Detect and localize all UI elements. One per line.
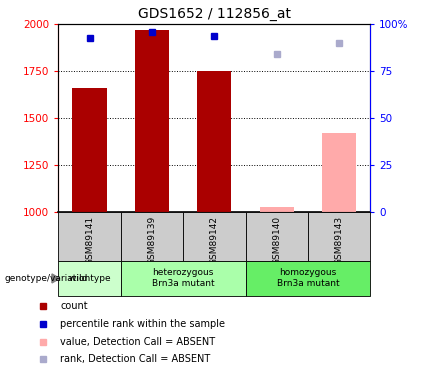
Text: GSM89141: GSM89141 xyxy=(85,216,94,265)
Text: value, Detection Call = ABSENT: value, Detection Call = ABSENT xyxy=(60,337,215,346)
Text: genotype/variation: genotype/variation xyxy=(4,274,90,283)
Bar xyxy=(197,71,232,212)
Bar xyxy=(308,212,370,261)
Text: GSM89139: GSM89139 xyxy=(148,216,156,265)
Text: rank, Detection Call = ABSENT: rank, Detection Call = ABSENT xyxy=(60,354,210,364)
Bar xyxy=(121,212,183,261)
Text: GSM89140: GSM89140 xyxy=(272,216,281,265)
Bar xyxy=(58,261,121,296)
Bar xyxy=(322,133,356,212)
Bar xyxy=(183,212,246,261)
Text: heterozygous
Brn3a mutant: heterozygous Brn3a mutant xyxy=(152,268,214,288)
Text: GSM89142: GSM89142 xyxy=(210,216,219,265)
Title: GDS1652 / 112856_at: GDS1652 / 112856_at xyxy=(138,7,291,21)
Bar xyxy=(246,212,308,261)
Bar xyxy=(246,261,370,296)
Bar xyxy=(58,212,121,261)
Text: percentile rank within the sample: percentile rank within the sample xyxy=(60,319,225,329)
Bar xyxy=(72,88,107,212)
Bar xyxy=(121,261,246,296)
Bar xyxy=(259,207,294,212)
Text: wild type: wild type xyxy=(69,274,110,283)
Text: GSM89143: GSM89143 xyxy=(335,216,343,265)
Bar xyxy=(135,30,169,212)
Text: count: count xyxy=(60,301,88,311)
Polygon shape xyxy=(52,274,60,283)
Text: homozygous
Brn3a mutant: homozygous Brn3a mutant xyxy=(277,268,339,288)
